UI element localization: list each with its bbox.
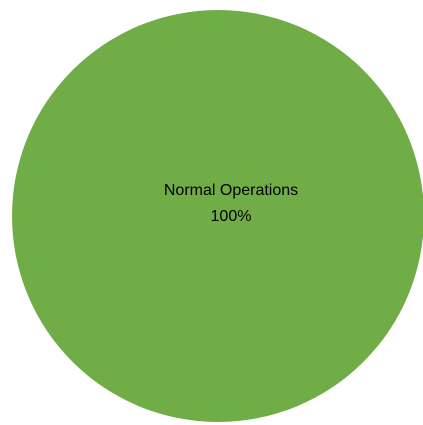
slice-label-percent: 100%: [211, 208, 252, 225]
slice-label-name: Normal Operations: [164, 182, 298, 199]
labels-layer: Normal Operations 100%: [164, 182, 298, 225]
slices-layer: [12, 10, 423, 422]
pie-slice: [12, 10, 423, 422]
